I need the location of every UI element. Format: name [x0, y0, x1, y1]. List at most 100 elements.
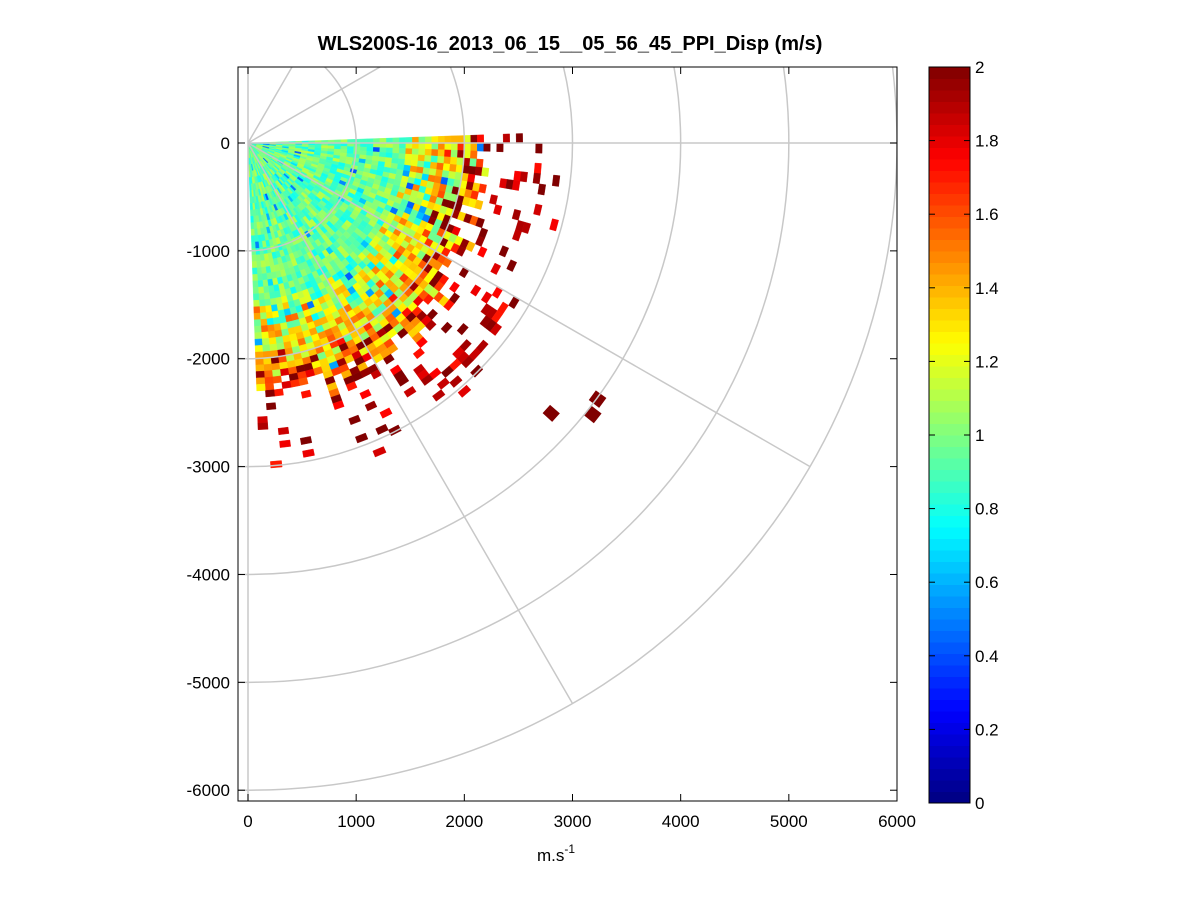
- scan-cell: [264, 305, 273, 313]
- scan-cell: [430, 155, 439, 164]
- scan-cell: [449, 163, 457, 173]
- scan-cell: [272, 375, 282, 384]
- scan-cell: [450, 149, 458, 158]
- scan-cell: [411, 154, 419, 162]
- colorbar-swatch: [929, 722, 970, 735]
- scan-cell: [364, 400, 378, 412]
- scan-cell: [519, 171, 528, 183]
- colorbar-tick-label: 1.4: [975, 279, 999, 298]
- colorbar-swatch: [929, 331, 970, 344]
- colorbar-swatch: [929, 193, 970, 206]
- x-tick-label: 4000: [662, 812, 700, 831]
- x-tick-label: 0: [243, 812, 252, 831]
- colorbar-swatch: [929, 538, 970, 551]
- scan-cell: [412, 136, 420, 144]
- scan-cell: [259, 305, 267, 314]
- scan-cell: [372, 147, 381, 153]
- scan-cell: [449, 375, 463, 388]
- colorbar-swatch: [929, 711, 970, 723]
- colorbar-swatch: [929, 561, 970, 574]
- colorbar-swatch: [929, 182, 970, 194]
- scan-cell: [437, 156, 445, 164]
- scan-cell: [385, 147, 394, 154]
- scan-cell: [463, 142, 472, 151]
- colorbar-swatch: [929, 527, 970, 539]
- scan-cell: [392, 137, 400, 144]
- colorbar-swatch: [929, 147, 970, 160]
- scan-cell: [444, 135, 452, 144]
- scan-cell: [399, 142, 407, 149]
- scan-cell: [465, 241, 476, 253]
- scan-cell: [253, 293, 260, 301]
- scan-cell: [493, 204, 503, 216]
- colorbar-swatch: [929, 389, 970, 401]
- scan-cell: [289, 379, 300, 388]
- scan-cell: [347, 146, 355, 151]
- scan-cell: [399, 137, 407, 144]
- scan-cell: [267, 330, 276, 339]
- scan-cell: [496, 142, 504, 153]
- scan-cell: [379, 151, 387, 158]
- colorbar-tick-label: 0.2: [975, 720, 999, 739]
- colorbar-swatch: [929, 285, 970, 298]
- scan-cell: [521, 221, 532, 234]
- scan-cell: [418, 142, 426, 150]
- colorbar-swatch: [929, 607, 970, 620]
- scan-cell: [489, 322, 503, 336]
- colorbar-swatch: [929, 469, 970, 482]
- scan-cell: [386, 142, 394, 149]
- scan-cell: [436, 162, 445, 171]
- colorbar-swatch: [929, 101, 970, 114]
- chart-title: WLS200S-16_2013_06_15__05_56_45_PPI_Disp…: [318, 33, 823, 55]
- colorbar-swatch: [929, 124, 970, 137]
- colorbar-swatch: [929, 170, 970, 183]
- scan-cell: [404, 153, 413, 161]
- scan-cell: [249, 177, 252, 185]
- scan-cell: [470, 284, 482, 297]
- colorbar-swatch: [929, 791, 970, 804]
- scan-cell: [266, 402, 277, 411]
- scan-cell: [418, 148, 426, 156]
- scan-cell: [261, 331, 269, 340]
- scan-cell: [443, 156, 452, 165]
- scan-cell: [302, 448, 315, 458]
- scan-cell: [417, 154, 426, 162]
- scan-cell: [256, 267, 263, 275]
- y-axis: 0 -1000 -2000 -3000 -4000 -5000 -6000: [187, 134, 897, 800]
- scan-cell: [257, 280, 264, 288]
- scan-cell: [533, 162, 542, 174]
- scan-cell: [470, 134, 478, 144]
- scan-cell: [379, 407, 393, 419]
- scan-cell: [249, 183, 252, 191]
- scan-cell: [478, 183, 487, 194]
- scan-cell: [474, 166, 483, 176]
- colorbar-swatch: [929, 780, 970, 792]
- scan-cell: [549, 218, 559, 232]
- colorbar-swatch: [929, 458, 970, 470]
- scan-cell: [386, 137, 394, 144]
- scan-cell: [379, 147, 387, 153]
- colorbar-tick-label: 0: [975, 794, 984, 813]
- colorbar-swatch: [929, 745, 970, 758]
- colorbar-tick-label: 1.8: [975, 132, 999, 151]
- colorbar-swatch: [929, 67, 970, 79]
- colorbar-swatch: [929, 757, 970, 769]
- scan-cell: [250, 215, 254, 223]
- colorbar-swatch: [929, 308, 970, 321]
- colorbar-swatch: [929, 768, 970, 781]
- x-tick-label: 3000: [554, 812, 592, 831]
- scan-cell: [271, 369, 282, 378]
- scan-cell: [281, 380, 292, 389]
- scan-cell: [375, 423, 389, 435]
- colorbar-swatch: [929, 584, 970, 597]
- scan-cell: [256, 273, 263, 281]
- scan-cell: [353, 146, 361, 152]
- colorbar-swatch: [929, 630, 970, 643]
- scan-cell: [345, 381, 358, 392]
- scan-cell: [420, 373, 434, 386]
- colorbar-swatch: [929, 400, 970, 413]
- scan-cell: [250, 209, 254, 217]
- scan-cell: [461, 355, 474, 369]
- scan-cell: [366, 146, 374, 152]
- scan-cell: [251, 241, 256, 249]
